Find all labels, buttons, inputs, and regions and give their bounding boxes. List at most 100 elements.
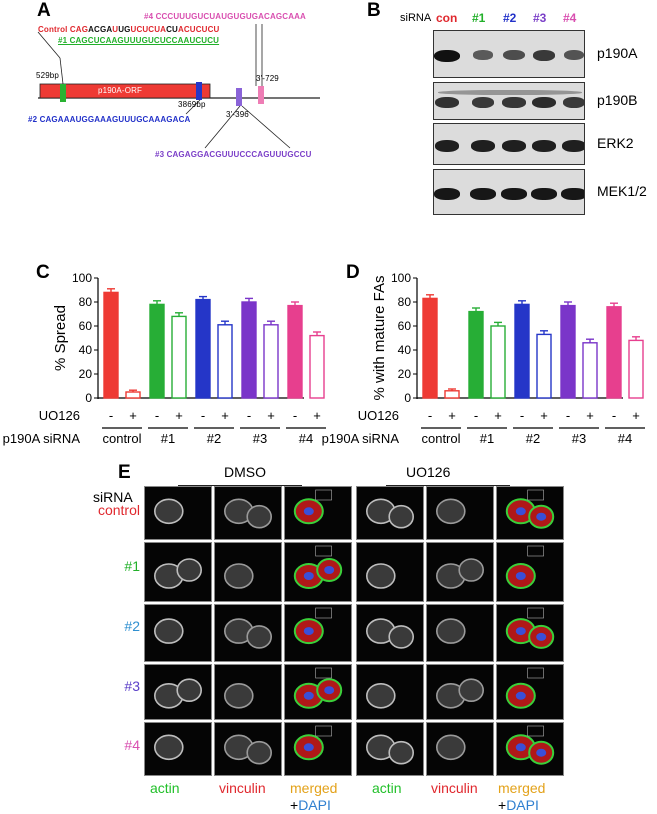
- inset-box: [527, 607, 544, 619]
- y-tick-label: 100: [72, 271, 92, 285]
- cell-image: [365, 682, 396, 709]
- uo126-header: UO126: [406, 464, 451, 480]
- inset-box: [315, 725, 332, 737]
- cell-shape: [388, 504, 415, 529]
- cell-image: [435, 678, 485, 709]
- cell-image: [223, 734, 273, 765]
- uo126-sign: +: [175, 408, 183, 423]
- nucleus: [303, 507, 314, 516]
- merged-channel-label: merged +DAPI: [290, 780, 337, 814]
- nucleus: [303, 743, 314, 752]
- y-tick-label: 80: [398, 295, 412, 309]
- group-label: #1: [161, 431, 175, 446]
- bar: [241, 301, 257, 399]
- bar: [171, 315, 187, 399]
- group-label: #2: [207, 431, 221, 446]
- bar: [468, 310, 484, 399]
- control-seq-part-1: ACGA: [88, 25, 113, 34]
- y-axis-label: % Spread: [52, 305, 69, 371]
- blot-band: [435, 97, 459, 108]
- uo126-sign: +: [221, 408, 229, 423]
- uo126-sign: +: [586, 408, 594, 423]
- micrograph: [356, 722, 424, 776]
- cell-shape: [388, 625, 415, 649]
- actin-channel-label: actin: [150, 780, 180, 796]
- micrograph: [496, 664, 564, 720]
- micrograph: [426, 664, 494, 720]
- merged-channel-label-2: merged +DAPI: [498, 780, 545, 814]
- cell-shape: [458, 678, 485, 703]
- micrograph: [214, 542, 282, 602]
- uo126-sign: +: [313, 408, 321, 423]
- group-label: #3: [572, 431, 586, 446]
- micrograph: [356, 542, 424, 602]
- blot-band: [434, 188, 460, 200]
- pos-529-label: 529bp: [36, 71, 59, 80]
- uo126-sign: -: [520, 408, 524, 423]
- micrograph: [144, 722, 212, 776]
- nucleus: [303, 572, 314, 580]
- control-seq-part-6: ACUCUCU: [177, 25, 220, 34]
- cell-image: [365, 563, 396, 589]
- group-label: #4: [618, 431, 632, 446]
- sirna-3-sequence: #3 CAGAGGACGUUUCCCAGUUUGCCU: [155, 150, 312, 159]
- uo126-sign: +: [632, 408, 640, 423]
- bar: [309, 334, 325, 399]
- cell-image: [365, 498, 415, 529]
- control-seq-part-3: UG: [118, 25, 131, 34]
- micrograph: [356, 486, 424, 540]
- cell-image: [153, 498, 184, 525]
- control-seq-part-2: U: [112, 25, 119, 34]
- blot-band: [531, 188, 557, 200]
- cell-image: [435, 498, 466, 525]
- pos-729-label: 3'-729: [256, 74, 279, 83]
- control-sirna-seq: CAGACGAUUGUCUCUACUACUCUCU: [70, 25, 220, 34]
- blot-band: [531, 140, 557, 152]
- y-tick-label: 20: [398, 367, 412, 381]
- sirna-2-sequence: #2 CAGAAAUGGAAAGUUUGCAAAGACA: [28, 115, 191, 124]
- cell-image: [153, 558, 203, 589]
- bar: [103, 291, 119, 399]
- merged-text: merged: [290, 780, 338, 796]
- nucleus: [536, 748, 547, 757]
- micrograph: [144, 604, 212, 662]
- row-label-1: #1: [124, 558, 140, 574]
- blot-band: [470, 140, 496, 152]
- inset-box: [315, 545, 332, 557]
- micrograph: [144, 542, 212, 602]
- inset-box: [527, 725, 544, 737]
- nucleus: [515, 507, 526, 516]
- target-4-marker: [258, 86, 264, 104]
- bar: [560, 304, 576, 399]
- cell-shape: [458, 558, 485, 582]
- inset-box: [527, 545, 544, 557]
- blot-band: [472, 50, 494, 60]
- cell-shape: [223, 682, 254, 709]
- cell-shape: [153, 498, 184, 525]
- control-sequence: Control CAGACGAUUGUCUCUACUACUCUCU: [38, 25, 219, 34]
- uo126-sign: -: [293, 408, 297, 423]
- control-label: Control: [38, 25, 68, 34]
- connector-control: [37, 31, 61, 59]
- cell-shape: [435, 498, 466, 525]
- cell-shape: [153, 734, 184, 761]
- inset-box: [315, 667, 332, 679]
- group-label: #2: [526, 431, 540, 446]
- target-3-marker: [236, 88, 242, 106]
- micrograph: [426, 486, 494, 540]
- orf-label: p190A-ORF: [98, 86, 143, 95]
- micrograph: [284, 604, 352, 662]
- spread-chart: 0 20 40 60 80 100 % Spread - + - + - + - + - + control #1 #…: [3, 271, 326, 446]
- sirna-1-sequence: #1 CAGCUCAAGUUUGUCUCCAAUCUCU: [58, 36, 220, 45]
- connector-2: [185, 99, 201, 115]
- cell-image: [365, 734, 415, 765]
- uo126-sign: -: [428, 408, 432, 423]
- blot-band: [532, 97, 556, 109]
- dapi-text-2: DAPI: [506, 797, 539, 813]
- blot-label-2: ERK2: [597, 135, 634, 151]
- cell-image: [223, 563, 254, 589]
- blot-band: [471, 97, 495, 108]
- nucleus: [515, 743, 526, 752]
- row-label-2: #2: [124, 618, 140, 634]
- cell-image: [293, 607, 332, 645]
